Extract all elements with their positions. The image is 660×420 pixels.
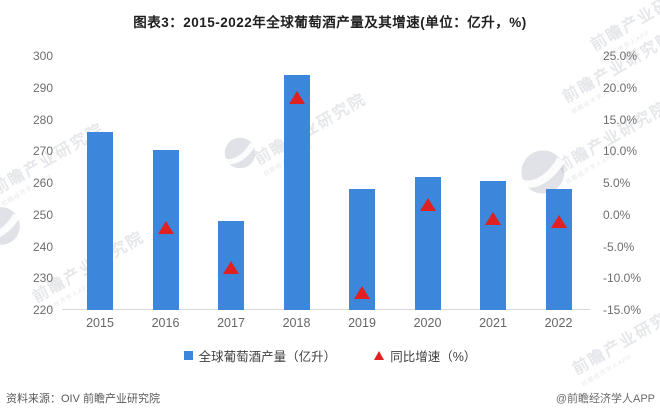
production-bar-2020: [414, 176, 441, 310]
legend-item-growth: 同比增速（%）: [374, 346, 476, 365]
y-axis-right-tick-label: -10.0%: [603, 271, 642, 286]
legend-growth-label: 同比增速（%）: [390, 349, 477, 364]
x-axis-tick-label-2022: 2022: [544, 316, 573, 330]
y-axis-right-tick-label: 0.0%: [603, 207, 631, 222]
y-axis-right-tick-label: 15.0%: [603, 112, 638, 127]
x-axis-tick-label-2016: 2016: [151, 316, 180, 330]
production-bar-2018: [283, 75, 310, 310]
x-axis-tick-label-2018: 2018: [282, 316, 311, 330]
app-credit-text: @前瞻经济学人APP: [555, 393, 655, 405]
legend-item-production: 全球葡萄酒产量（亿升）: [183, 346, 337, 365]
y-axis-left-tick-label: 260: [32, 176, 53, 190]
y-axis-right-tick-label: 5.0%: [603, 176, 631, 190]
source-text: 资料来源：OIV 前瞻产业研究院: [6, 393, 161, 405]
bar-swatch-icon: [183, 350, 193, 360]
y-axis-left-tick-label: 240: [32, 239, 53, 254]
chart-title: 图表3：2015-2022年全球葡萄酒产量及其增速(单位：亿升，%): [133, 15, 527, 30]
x-axis-line: [62, 309, 590, 310]
y-axis-left-tick-label: 220: [32, 303, 53, 317]
x-axis-tick-label-2020: 2020: [413, 316, 442, 330]
x-axis-tick-label-2015: 2015: [86, 316, 114, 330]
growth-marker-2018: [288, 90, 305, 104]
y-axis-left-tick-label: 270: [32, 144, 53, 159]
production-bar-2022: [545, 189, 572, 310]
production-bar-2015: [87, 132, 113, 310]
growth-marker-2019: [354, 285, 370, 299]
growth-marker-2016: [157, 220, 174, 234]
x-axis-tick-label-2019: 2019: [348, 316, 376, 330]
growth-marker-2017: [223, 260, 239, 274]
y-axis-left-tick-label: 280: [32, 112, 53, 127]
footer: 资料来源：OIV 前瞻产业研究院 @前瞻经济学人APP: [0, 388, 660, 408]
y-axis-right-tick-label: -15.0%: [603, 303, 642, 317]
y-axis-left-tick-label: 250: [32, 207, 53, 222]
growth-marker-2021: [485, 212, 501, 226]
production-bar-2021: [480, 181, 506, 310]
legend-production-label: 全球葡萄酒产量（亿升）: [198, 349, 337, 364]
y-axis-left-tick-label: 300: [32, 49, 53, 63]
x-axis-tick-label-2017: 2017: [217, 316, 245, 330]
y-axis-right-tick-label: -5.0%: [603, 239, 635, 254]
y-axis-left-tick-label: 230: [32, 271, 53, 286]
y-axis-right-tick-label: 20.0%: [603, 80, 638, 95]
y-axis-right-tick-label: 10.0%: [603, 144, 638, 159]
growth-marker-2020: [419, 198, 436, 212]
triangle-swatch-icon: [374, 350, 385, 360]
y-axis-right-tick-label: 25.0%: [603, 49, 638, 63]
growth-marker-2022: [550, 214, 567, 228]
y-axis-left-tick-label: 290: [32, 80, 53, 95]
x-axis-tick-label-2021: 2021: [479, 316, 507, 330]
legend: 全球葡萄酒产量（亿升） 同比增速（%）: [0, 346, 660, 364]
